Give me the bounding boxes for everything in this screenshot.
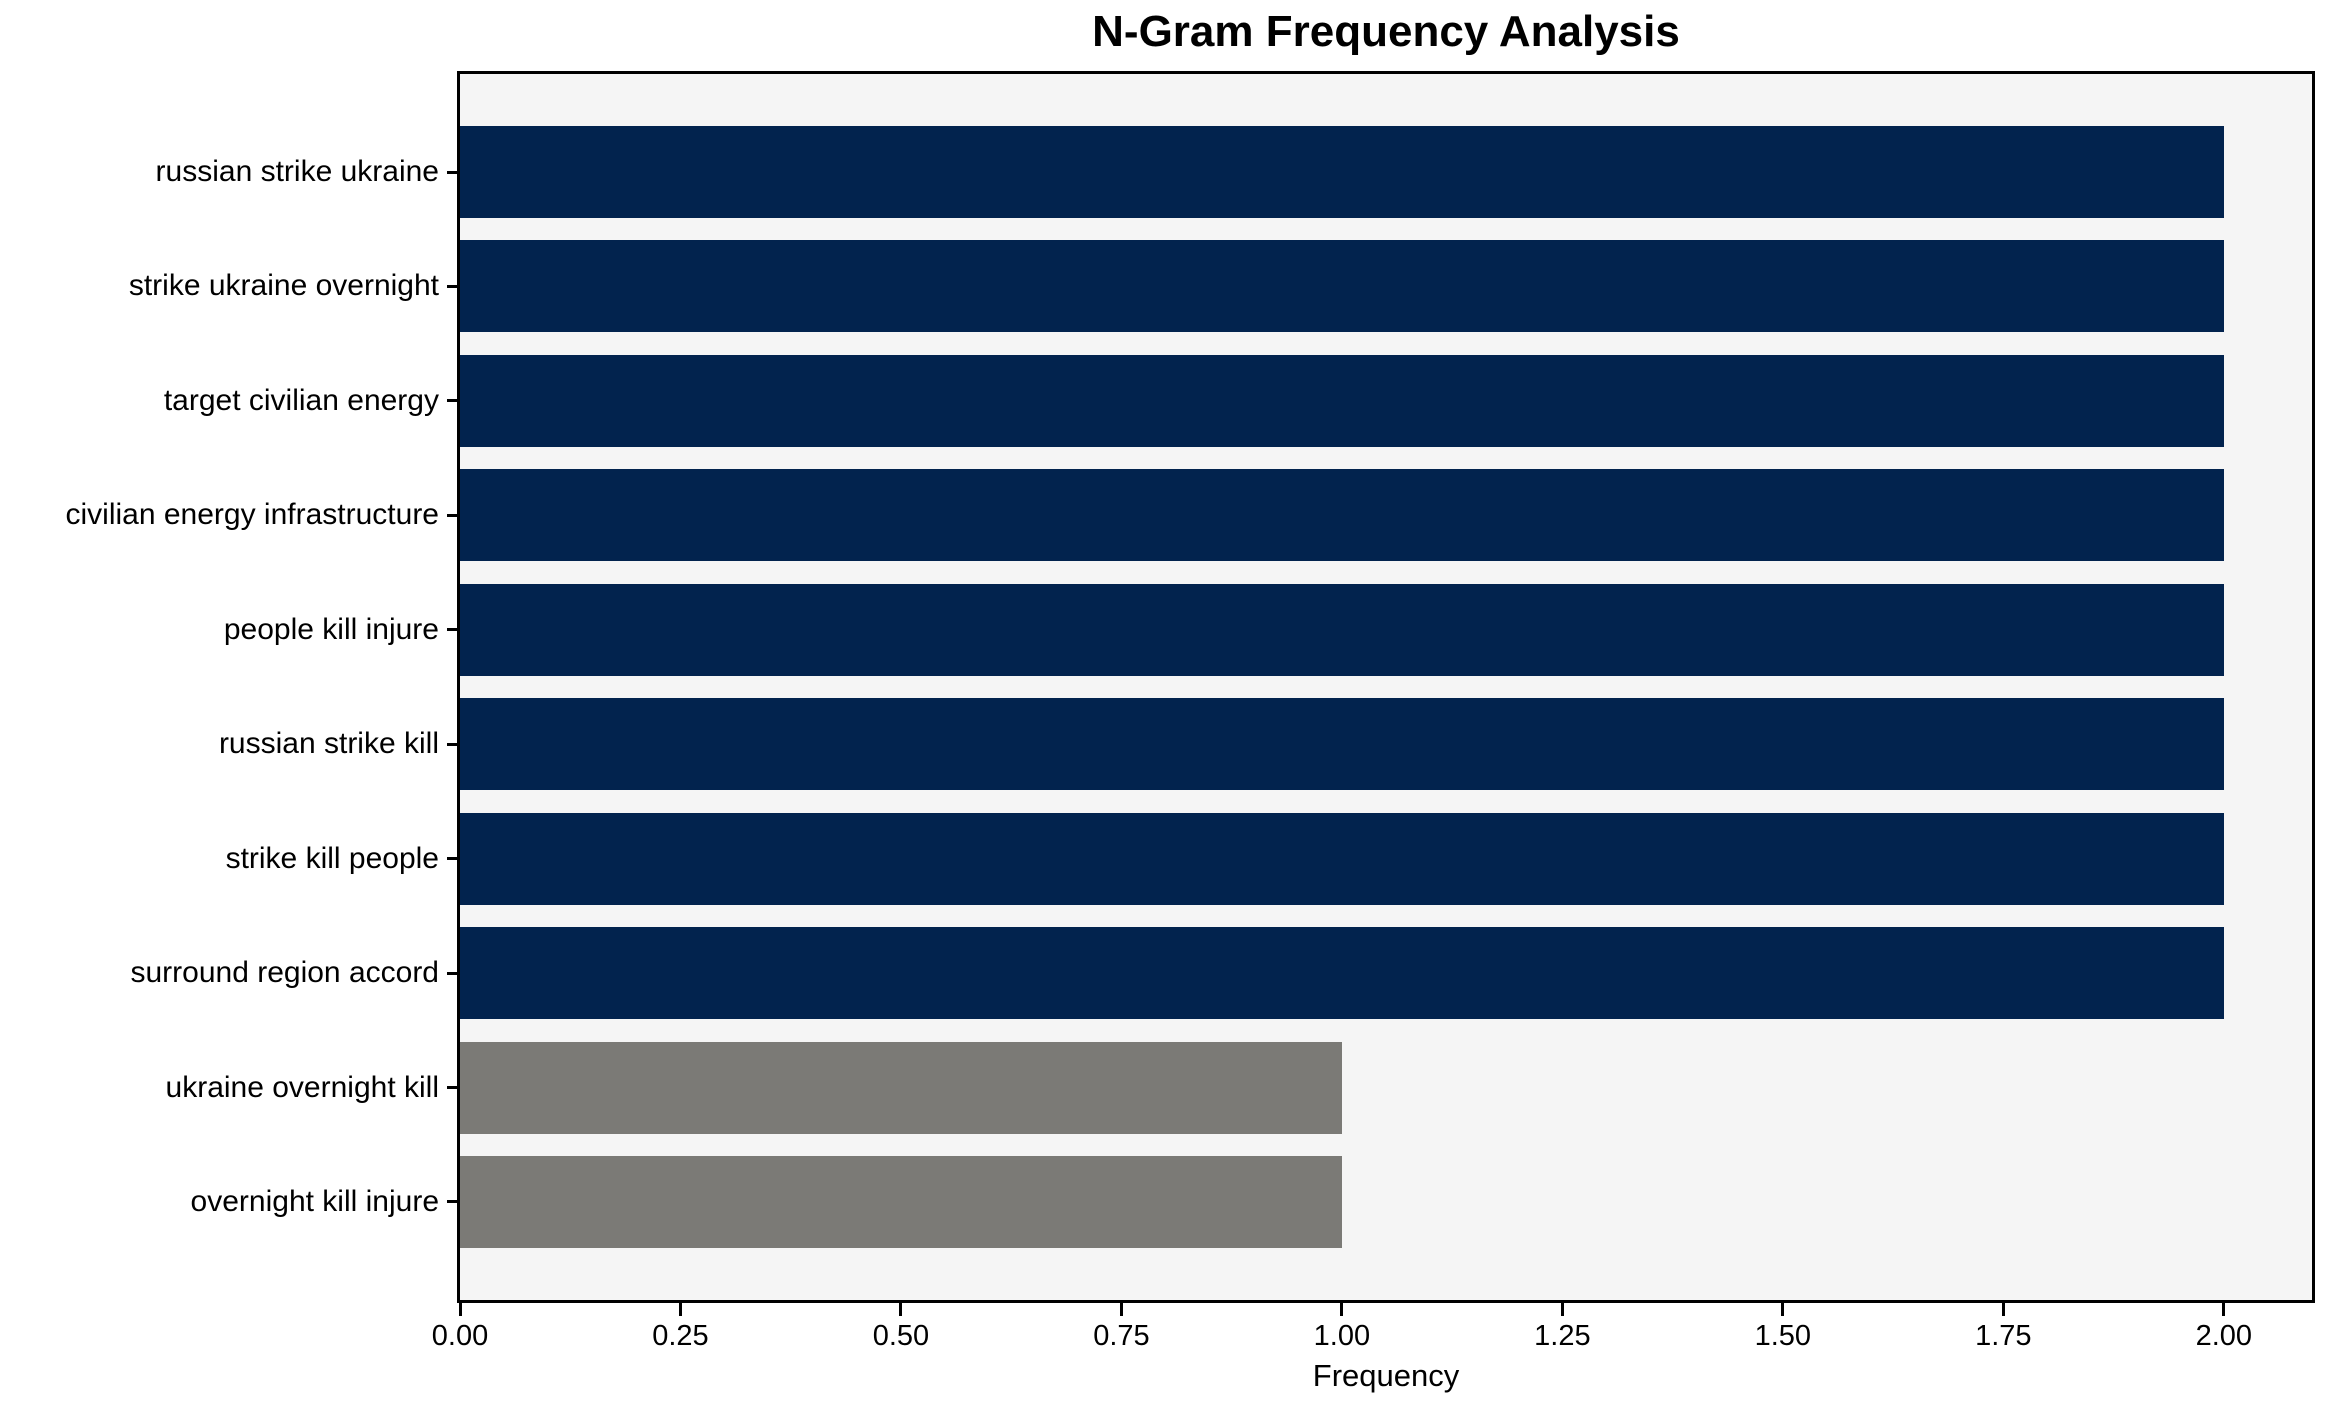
y-tick-label: overnight kill injure bbox=[190, 1184, 439, 1218]
y-tick-row: target civilian energy bbox=[0, 355, 457, 447]
y-tick-mark bbox=[447, 857, 457, 861]
x-tick-label: 1.50 bbox=[1754, 1320, 1812, 1352]
bar-row bbox=[460, 583, 2312, 676]
x-tick-label: 1.75 bbox=[1975, 1320, 2032, 1352]
y-tick-row: strike kill people bbox=[0, 813, 457, 905]
bar-row bbox=[460, 126, 2312, 218]
y-tick-row: people kill injure bbox=[0, 584, 457, 676]
bar bbox=[460, 583, 2224, 676]
bar-row bbox=[460, 469, 2312, 562]
bar-row bbox=[460, 354, 2312, 447]
y-tick-mark bbox=[447, 170, 457, 174]
bar-row bbox=[460, 927, 2312, 1020]
y-tick-row: surround region accord bbox=[0, 927, 457, 1019]
y-tick-label: people kill injure bbox=[223, 612, 439, 646]
x-tick-mark bbox=[1340, 1303, 1344, 1316]
x-tick-mark bbox=[1560, 1303, 1564, 1316]
x-tick-label: 0.25 bbox=[652, 1320, 709, 1352]
y-tick-label: russian strike kill bbox=[218, 727, 439, 761]
y-tick-row: overnight kill injure bbox=[0, 1156, 457, 1248]
bar-row bbox=[460, 1041, 2312, 1134]
x-tick-mark bbox=[1781, 1303, 1785, 1316]
bar bbox=[460, 354, 2224, 447]
bar bbox=[460, 240, 2224, 333]
x-tick-mark bbox=[458, 1303, 462, 1316]
x-tick-label: 1.25 bbox=[1534, 1320, 1591, 1352]
plot-area bbox=[457, 71, 2315, 1303]
bar bbox=[460, 1155, 1342, 1248]
bar bbox=[460, 812, 2224, 905]
x-tick-mark bbox=[2001, 1303, 2005, 1316]
y-tick-mark bbox=[447, 513, 457, 517]
x-tick-mark bbox=[899, 1303, 903, 1316]
y-tick-mark bbox=[447, 742, 457, 746]
y-tick-label: surround region accord bbox=[130, 956, 439, 990]
y-tick-label: target civilian energy bbox=[163, 383, 439, 417]
y-tick-row: russian strike kill bbox=[0, 698, 457, 790]
bar bbox=[460, 1041, 1342, 1134]
y-tick-mark bbox=[447, 284, 457, 288]
bars-container bbox=[460, 74, 2312, 1300]
bar-row bbox=[460, 240, 2312, 333]
x-tick-mark bbox=[678, 1303, 682, 1316]
y-tick-mark bbox=[447, 628, 457, 632]
y-tick-mark bbox=[447, 1200, 457, 1204]
x-tick-label: 0.75 bbox=[1093, 1320, 1150, 1352]
y-tick-label: strike ukraine overnight bbox=[128, 269, 439, 303]
y-tick-row: civilian energy infrastructure bbox=[0, 469, 457, 561]
x-tick-label: 1.00 bbox=[1313, 1320, 1371, 1352]
bar bbox=[460, 927, 2224, 1020]
x-axis: 0.00 0.25 0.50 0.75 1.00 1.25 1.50 1.75 2.00 bbox=[432, 1303, 2312, 1373]
y-tick-label: russian strike ukraine bbox=[155, 155, 439, 188]
x-tick-mark bbox=[2222, 1303, 2226, 1316]
y-tick-mark bbox=[447, 399, 457, 403]
y-tick-row: ukraine overnight kill bbox=[0, 1042, 457, 1134]
y-tick-row: strike ukraine overnight bbox=[0, 240, 457, 332]
chart-title: N-Gram Frequency Analysis bbox=[1092, 7, 1680, 56]
x-tick-label: 2.00 bbox=[2195, 1320, 2253, 1352]
y-tick-mark bbox=[447, 971, 457, 975]
y-tick-label: strike kill people bbox=[225, 841, 439, 875]
y-tick-label: ukraine overnight kill bbox=[165, 1070, 439, 1104]
x-tick-label: 0.00 bbox=[431, 1320, 489, 1352]
bar bbox=[460, 469, 2224, 562]
x-tick-label: 0.50 bbox=[872, 1320, 930, 1352]
bar-row bbox=[460, 812, 2312, 905]
x-tick-mark bbox=[1119, 1303, 1123, 1316]
y-tick-label: civilian energy infrastructure bbox=[65, 498, 440, 532]
y-axis-labels: russian strike ukraine strike ukraine ove… bbox=[0, 74, 457, 1300]
x-axis-title: Frequency bbox=[1312, 1358, 1460, 1393]
bar bbox=[460, 698, 2224, 791]
y-tick-row: russian strike ukraine bbox=[0, 126, 457, 218]
y-tick-mark bbox=[447, 1086, 457, 1089]
bar-row bbox=[460, 1155, 2312, 1248]
bar bbox=[460, 126, 2224, 218]
bar-row bbox=[460, 698, 2312, 791]
